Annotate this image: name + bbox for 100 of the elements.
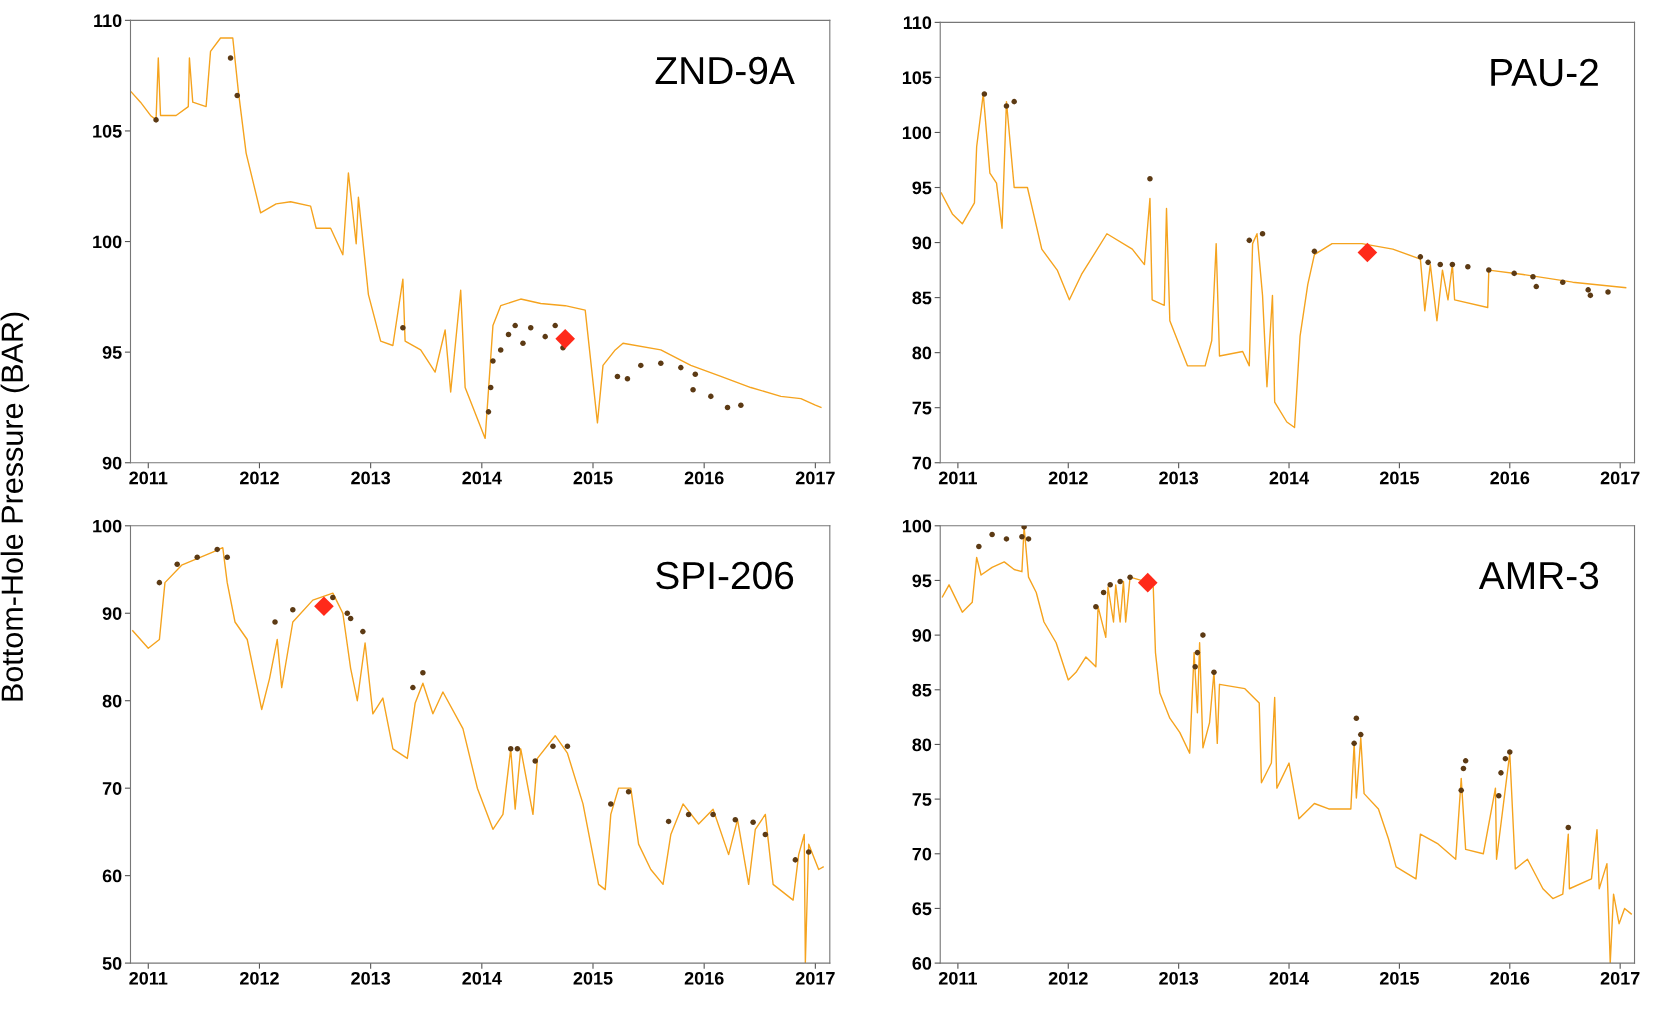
- point: [552, 322, 558, 329]
- point: [1192, 664, 1198, 670]
- point: [1460, 765, 1467, 772]
- y-tick-label: 60: [102, 869, 122, 883]
- point: [1465, 264, 1471, 270]
- point: [1357, 242, 1378, 263]
- x-tick-label: 2014: [462, 971, 502, 985]
- x-tick-label: 2015: [573, 971, 613, 985]
- point: [762, 831, 769, 838]
- point: [1211, 669, 1217, 676]
- point: [344, 610, 351, 617]
- point: [1507, 749, 1513, 755]
- point: [608, 801, 614, 807]
- point: [1025, 536, 1032, 542]
- y-tick-label: 110: [94, 14, 122, 28]
- point: [1003, 103, 1010, 109]
- point: [750, 819, 756, 826]
- point: [981, 91, 988, 97]
- point: [347, 615, 354, 622]
- x-tick-label: 2016: [1490, 471, 1530, 485]
- point: [194, 554, 200, 561]
- point: [542, 333, 548, 340]
- point: [625, 788, 632, 795]
- y-tick-label: 95: [912, 574, 932, 588]
- y-tick-label: 50: [102, 957, 122, 970]
- point: [1358, 731, 1364, 738]
- point: [527, 325, 534, 331]
- point: [156, 579, 163, 586]
- point: [272, 619, 278, 625]
- point: [360, 628, 366, 635]
- line-series: [132, 546, 824, 964]
- y-tick-label: 80: [912, 738, 932, 752]
- point: [420, 669, 426, 676]
- y-tick-label: 90: [102, 456, 122, 470]
- point: [400, 325, 406, 331]
- y-tick-label: 95: [912, 181, 932, 195]
- x-tick-label: 2015: [1379, 471, 1419, 485]
- point: [507, 746, 514, 752]
- point: [234, 92, 240, 99]
- y-tick-label: 80: [102, 694, 122, 708]
- y-tick-label: 100: [93, 235, 122, 249]
- point: [497, 347, 504, 353]
- point: [1003, 536, 1010, 542]
- y-axis-title: Bottom-Hole Pressure (BAR): [0, 312, 30, 701]
- point: [410, 684, 416, 691]
- y-tick-label: 100: [902, 519, 932, 533]
- point: [685, 811, 692, 818]
- point: [1511, 270, 1517, 277]
- x-tick-label: 2017: [1600, 971, 1640, 985]
- point: [976, 543, 982, 550]
- point: [792, 857, 799, 863]
- text: AMR-3: [1478, 561, 1599, 590]
- point: [708, 393, 714, 400]
- x-tick-label: 2012: [1048, 971, 1088, 985]
- point: [738, 402, 744, 408]
- x-tick-label: 2016: [684, 971, 724, 985]
- point: [224, 554, 230, 561]
- x-tick-label: 2016: [1490, 971, 1530, 985]
- text: SPI-206: [656, 561, 794, 590]
- y-tick-label: 105: [902, 71, 932, 85]
- x-tick-label: 2016: [684, 471, 724, 485]
- point: [1498, 770, 1504, 776]
- point: [1011, 98, 1017, 105]
- y-tick-label: 60: [912, 957, 932, 970]
- x-tick-label: 2015: [573, 471, 613, 485]
- point: [614, 373, 621, 380]
- x-tick-label: 2011: [129, 971, 168, 985]
- x-tick-label: 2014: [1269, 971, 1310, 985]
- y-tick-label: 100: [93, 519, 122, 533]
- x-tick-label: 2011: [938, 471, 977, 485]
- point: [1200, 632, 1206, 638]
- point: [227, 55, 234, 61]
- y-tick-label: 85: [912, 683, 932, 697]
- point: [1425, 259, 1431, 266]
- point: [290, 606, 296, 613]
- x-tick-label: 2014: [462, 471, 502, 485]
- point: [532, 758, 538, 764]
- point: [1127, 574, 1133, 580]
- point: [214, 546, 220, 553]
- point: [989, 531, 995, 538]
- y-tick-label: 70: [912, 456, 932, 470]
- point: [1585, 287, 1591, 293]
- point: [665, 818, 672, 825]
- point: [710, 811, 716, 818]
- x-tick-label: 2015: [1379, 971, 1419, 985]
- point: [1495, 793, 1502, 799]
- point: [1587, 292, 1594, 299]
- point: [624, 375, 631, 382]
- text: ZND-9A: [655, 56, 795, 85]
- x-tick-label: 2013: [1159, 471, 1199, 485]
- y-tick-label: 90: [912, 236, 932, 250]
- point: [1021, 525, 1027, 530]
- x-tick-label: 2012: [240, 471, 279, 485]
- point: [1458, 787, 1464, 794]
- point: [1351, 740, 1357, 747]
- x-tick-label: 2012: [1048, 471, 1088, 485]
- y-tick-label: 80: [912, 346, 932, 360]
- y-tick-label: 75: [912, 401, 932, 415]
- point: [678, 364, 684, 371]
- y-tick-label: 90: [912, 629, 932, 642]
